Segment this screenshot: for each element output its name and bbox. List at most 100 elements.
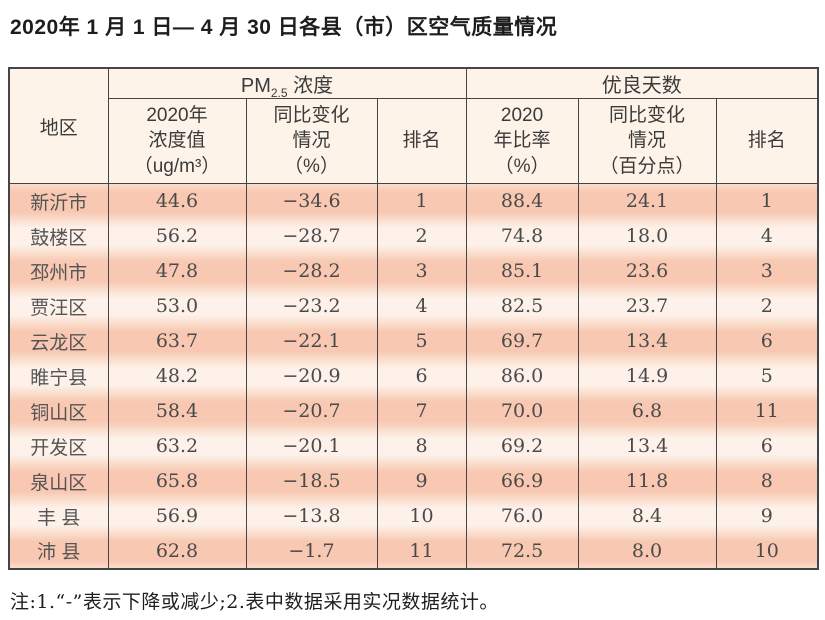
table-row: 丰 县 56.9 −13.8 10 76.0 8.4 9 [8,498,819,534]
region-cell: 鼓楼区 [8,218,109,254]
col-header-pm25-value: 2020年 浓度值 （ug/m³） [107,98,247,184]
value-cell: 85.1 [465,253,579,289]
value-cell: 1 [715,183,819,219]
value-cell: 65.8 [107,463,247,499]
table-row: 泉山区 65.8 −18.5 9 66.9 11.8 8 [8,463,819,499]
table-row: 开发区 63.2 −20.1 8 69.2 13.4 6 [8,428,819,464]
value-cell: 63.7 [107,323,247,359]
table-row: 邳州市 47.8 −28.2 3 85.1 23.6 3 [8,253,819,289]
value-cell: 72.5 [465,533,579,569]
value-cell: 70.0 [465,393,579,429]
region-cell: 丰 县 [8,498,109,534]
value-cell: 6.8 [577,393,717,429]
value-cell: −28.2 [245,253,378,289]
value-cell: 8 [376,428,467,464]
value-cell: −20.9 [245,358,378,394]
value-cell: −34.6 [245,183,378,219]
region-cell: 沛 县 [8,533,109,569]
value-cell: 6 [715,323,819,359]
table-row: 铜山区 58.4 −20.7 7 70.0 6.8 11 [8,393,819,429]
air-quality-table: 地区 PM2.5 浓度 优良天数 2020年 浓度值 （ug/m³） 同比变化 … [8,67,820,570]
region-cell: 云龙区 [8,323,109,359]
value-cell: 88.4 [465,183,579,219]
value-cell: 56.2 [107,218,247,254]
value-cell: 69.2 [465,428,579,464]
value-cell: 23.7 [577,288,717,324]
value-cell: 48.2 [107,358,247,394]
table-body: 新沂市 44.6 −34.6 1 88.4 24.1 1 鼓楼区 56.2 −28.7 2 74.8 1… [8,183,819,569]
table-header: 地区 PM2.5 浓度 优良天数 2020年 浓度值 （ug/m³） 同比变化 … [8,67,819,184]
value-cell: 53.0 [107,288,247,324]
value-cell: 3 [715,253,819,289]
col-header-days-change: 同比变化 情况 （百分点） [577,98,717,184]
region-cell: 睢宁县 [8,358,109,394]
table-row: 云龙区 63.7 −22.1 5 69.7 13.4 6 [8,323,819,359]
col-header-pm25-rank: 排名 [376,98,467,184]
value-cell: 23.6 [577,253,717,289]
region-cell: 泉山区 [8,463,109,499]
value-cell: 2 [376,218,467,254]
region-cell: 邳州市 [8,253,109,289]
region-cell: 新沂市 [8,183,109,219]
value-cell: 62.8 [107,533,247,569]
value-cell: 76.0 [465,498,579,534]
value-cell: 6 [715,428,819,464]
col-header-days-rank: 排名 [715,98,819,184]
region-cell: 开发区 [8,428,109,464]
value-cell: 74.8 [465,218,579,254]
value-cell: 47.8 [107,253,247,289]
value-cell: 63.2 [107,428,247,464]
value-cell: 82.5 [465,288,579,324]
table-row: 新沂市 44.6 −34.6 1 88.4 24.1 1 [8,183,819,219]
footnote: 注:1.“-”表示下降或减少;2.表中数据采用实况数据统计。 [10,590,499,613]
value-cell: −23.2 [245,288,378,324]
value-cell: 9 [376,463,467,499]
header-sub-row: 2020年 浓度值 （ug/m³） 同比变化 情况 （%） 排名 2020 年比… [9,98,819,184]
value-cell: 1 [376,183,467,219]
value-cell: 8 [715,463,819,499]
value-cell: 4 [715,218,819,254]
value-cell: −20.7 [245,393,378,429]
value-cell: 66.9 [465,463,579,499]
value-cell: −1.7 [245,533,378,569]
value-cell: −13.8 [245,498,378,534]
value-cell: 13.4 [577,323,717,359]
value-cell: 11.8 [577,463,717,499]
value-cell: 11 [376,533,467,569]
value-cell: 9 [715,498,819,534]
value-cell: 14.9 [577,358,717,394]
value-cell: 69.7 [465,323,579,359]
col-header-days-ratio: 2020 年比率 （%） [465,98,579,184]
value-cell: 13.4 [577,428,717,464]
col-header-region: 地区 [8,67,109,184]
col-group-good-days: 优良天数 [465,67,819,99]
value-cell: 8.0 [577,533,717,569]
table-row: 鼓楼区 56.2 −28.7 2 74.8 18.0 4 [8,218,819,254]
value-cell: 44.6 [107,183,247,219]
region-cell: 铜山区 [8,393,109,429]
value-cell: −18.5 [245,463,378,499]
region-cell: 贾汪区 [8,288,109,324]
value-cell: 2 [715,288,819,324]
value-cell: −20.1 [245,428,378,464]
value-cell: −22.1 [245,323,378,359]
pm-subscript: 2.5 [270,86,288,100]
table-row: 睢宁县 48.2 −20.9 6 86.0 14.9 5 [8,358,819,394]
value-cell: 11 [715,393,819,429]
value-cell: 4 [376,288,467,324]
value-cell: 10 [376,498,467,534]
value-cell: 5 [376,323,467,359]
page-title: 2020年 1 月 1 日— 4 月 30 日各县（市）区空气质量情况 [10,16,558,39]
pm-label: PM [240,75,271,97]
value-cell: 8.4 [577,498,717,534]
pm-suffix: 浓度 [287,75,334,97]
value-cell: 24.1 [577,183,717,219]
header-group-row: 地区 PM2.5 浓度 优良天数 [8,67,819,184]
value-cell: 7 [376,393,467,429]
value-cell: 10 [715,533,819,569]
value-cell: 86.0 [465,358,579,394]
value-cell: 56.9 [107,498,247,534]
col-group-pm25: PM2.5 浓度 [107,67,467,100]
table-row: 贾汪区 53.0 −23.2 4 82.5 23.7 2 [8,288,819,324]
